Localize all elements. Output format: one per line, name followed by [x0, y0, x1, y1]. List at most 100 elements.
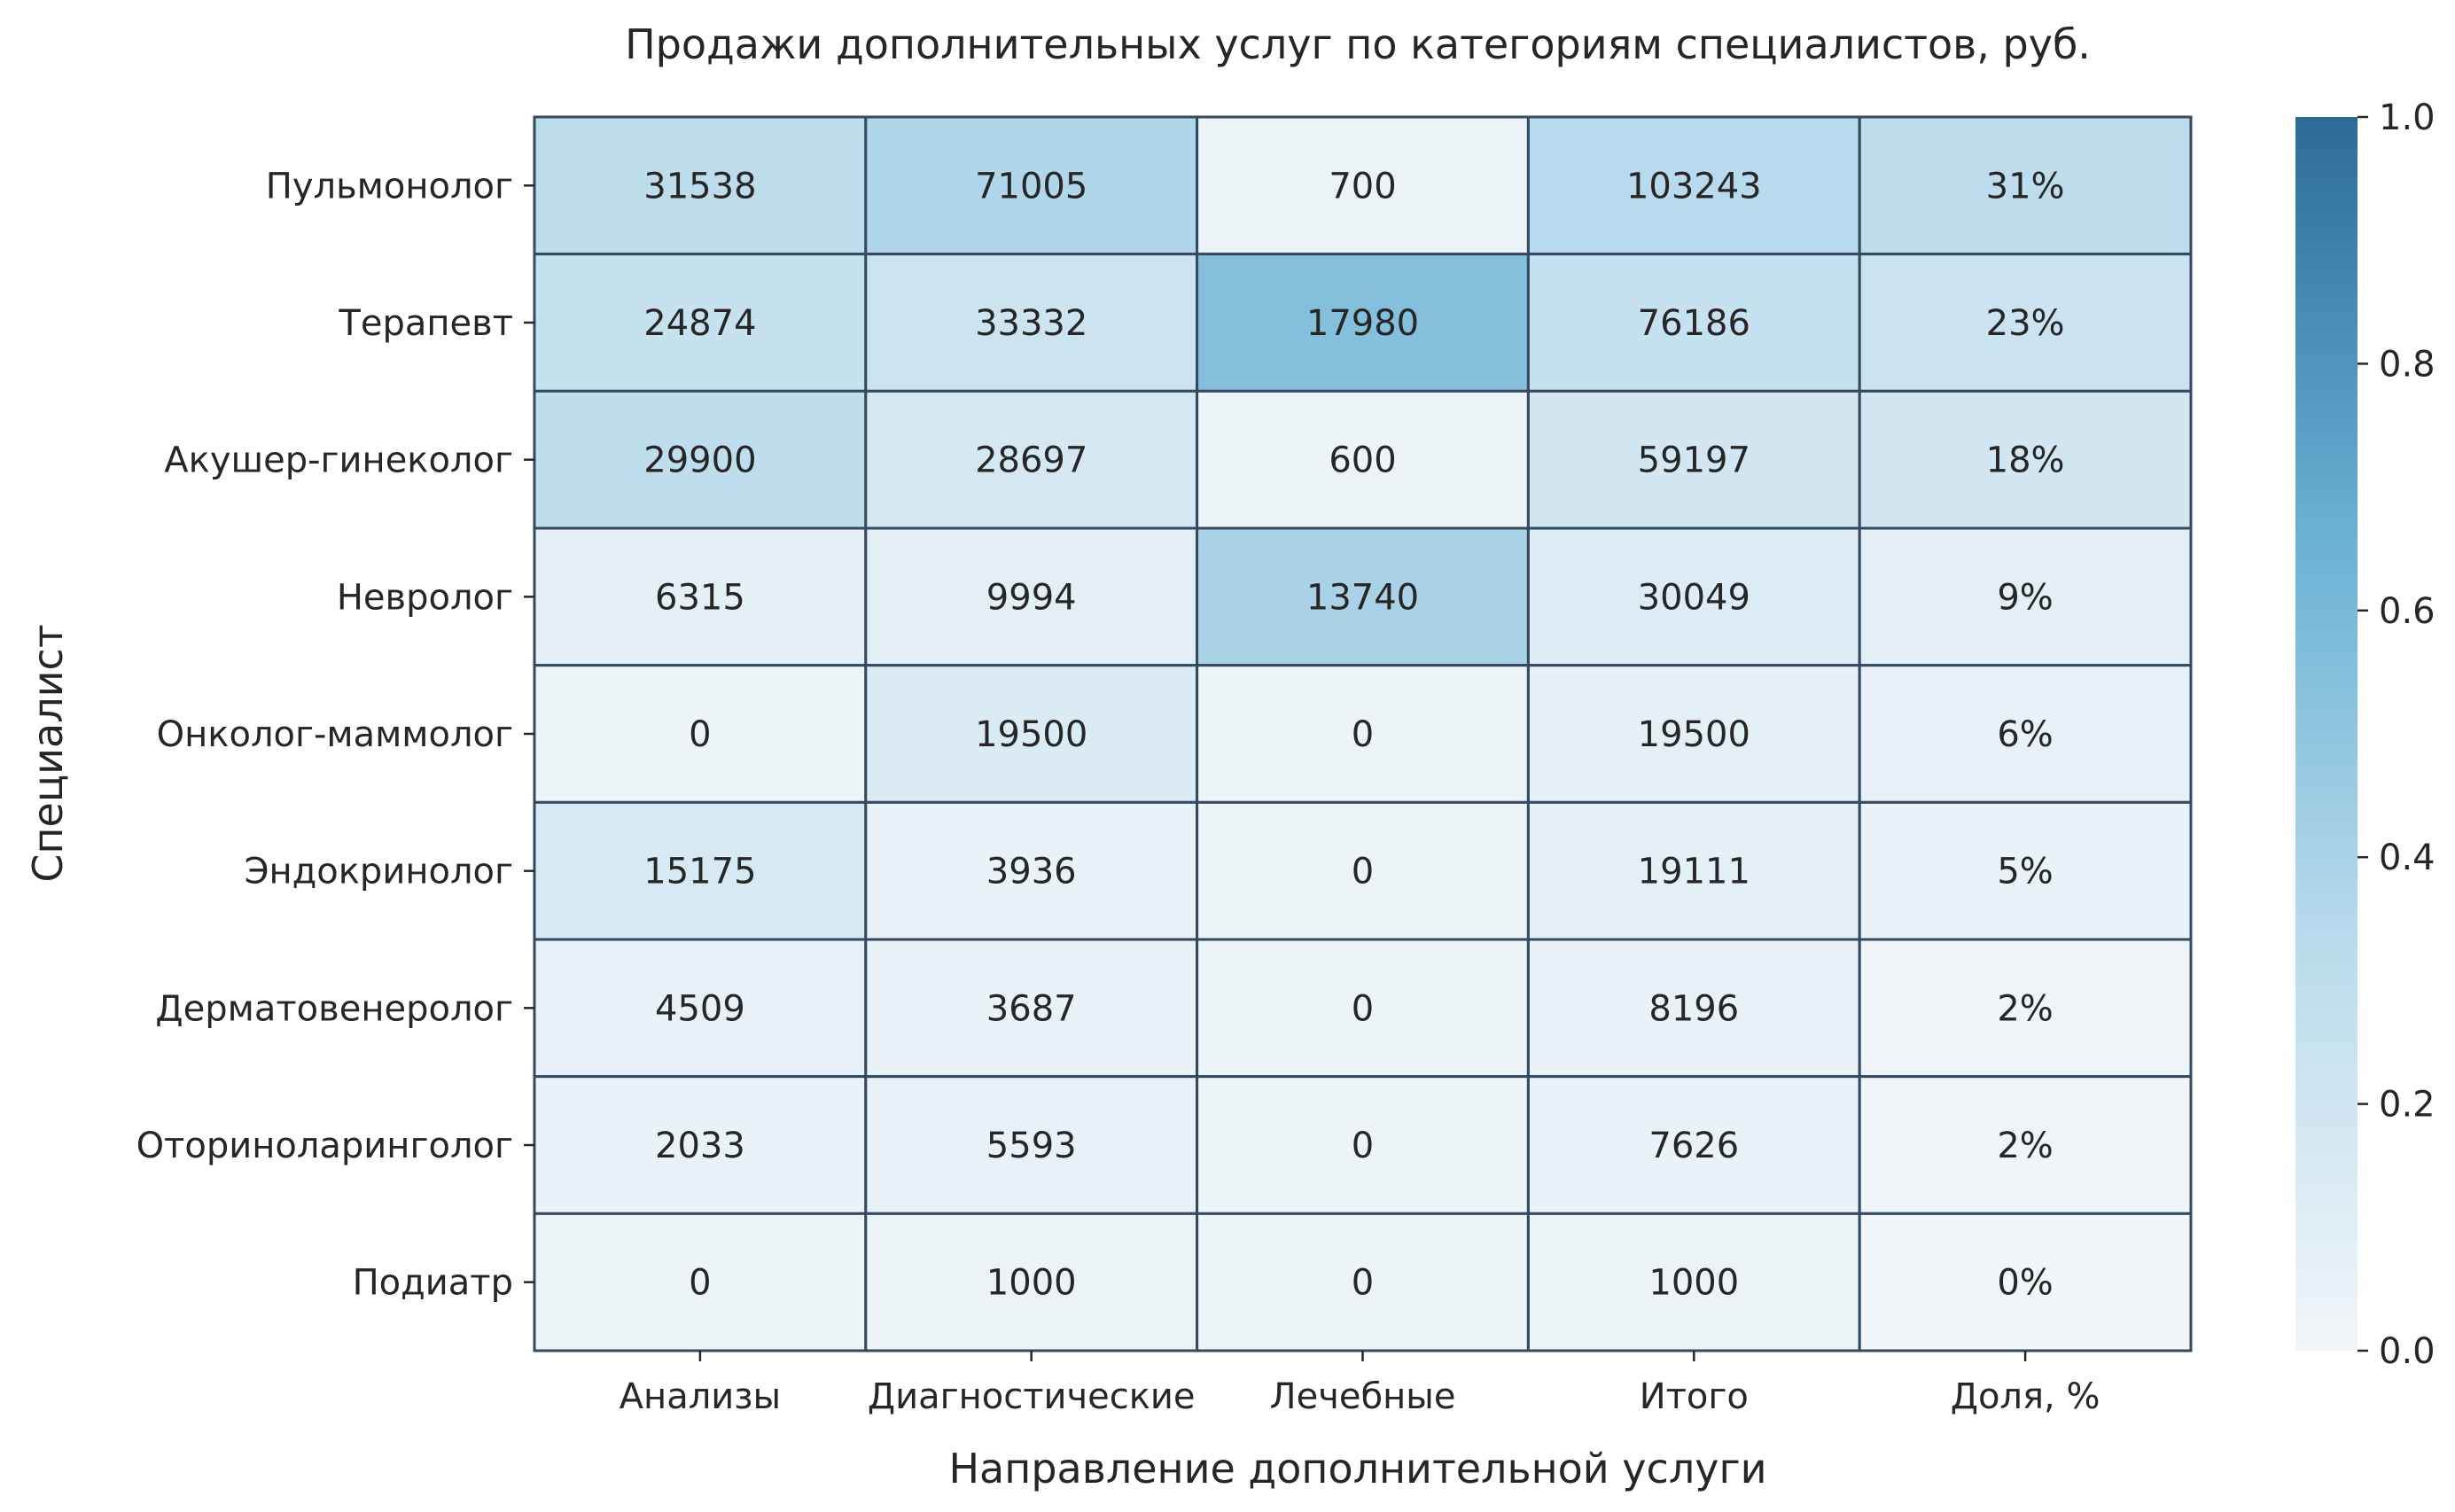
heatmap-cell — [1196, 664, 1530, 804]
x-tick-label: Доля, % — [1951, 1376, 2100, 1417]
cell-value-label: 31538 — [643, 166, 756, 207]
x-tick-label: Диагностические — [868, 1376, 1196, 1417]
cell-value-label: 0 — [1352, 1126, 1374, 1166]
colorbar-tick-label: 0.2 — [2379, 1085, 2436, 1126]
cell-value-label: 3687 — [986, 988, 1077, 1029]
cell-value-label: 5% — [1997, 852, 2053, 892]
cell-value-label: 1000 — [1648, 1263, 1739, 1304]
heatmap-cell — [1858, 389, 2193, 530]
cell-value-label: 0 — [1352, 988, 1374, 1029]
chart-title: Продажи дополнительных услуг по категори… — [625, 20, 2091, 68]
cell-value-label: 28697 — [975, 440, 1087, 481]
heatmap-cell — [533, 253, 868, 393]
cell-value-label: 19111 — [1638, 852, 1750, 892]
cell-value-label: 0% — [1997, 1263, 2053, 1304]
cell-value-label: 2% — [1997, 988, 2053, 1029]
heatmap-cell — [1196, 800, 1530, 941]
heatmap-cell — [533, 938, 868, 1079]
y-tick-label: Акушер-гинеколог — [164, 440, 513, 481]
cell-value-label: 0 — [689, 714, 711, 755]
cell-value-label: 13740 — [1306, 577, 1419, 618]
cell-value-label: 8196 — [1648, 988, 1739, 1029]
heatmap-cell — [864, 526, 1199, 667]
y-tick-label: Эндокринолог — [245, 852, 513, 892]
y-tick-label: Дерматовенеролог — [155, 988, 513, 1029]
cell-value-label: 71005 — [975, 166, 1087, 207]
heatmap-cell — [864, 115, 1199, 256]
heatmap-cell — [533, 115, 868, 256]
x-tick-label: Лечебные — [1270, 1376, 1456, 1417]
x-tick-label: Итого — [1640, 1376, 1749, 1417]
y-tick-label: Невролог — [337, 577, 513, 618]
cell-value-label: 9994 — [986, 577, 1077, 618]
cell-value-label: 7626 — [1648, 1126, 1739, 1166]
cell-value-label: 6315 — [655, 577, 745, 618]
cell-value-label: 6% — [1997, 714, 2053, 755]
heatmap-cell — [1858, 800, 2193, 941]
cell-value-label: 0 — [1352, 714, 1374, 755]
colorbar-tick-label: 0.6 — [2379, 591, 2436, 632]
heatmap-cell — [1858, 664, 2193, 804]
cell-value-label: 17980 — [1306, 303, 1419, 344]
cell-value-label: 31% — [1986, 166, 2065, 207]
heatmap-cell — [1526, 800, 1861, 941]
heatmap-cell — [1526, 1075, 1861, 1215]
cell-value-label: 2% — [1997, 1126, 2053, 1166]
y-tick-label: Пульмонолог — [266, 166, 513, 207]
heatmap-cell — [1858, 253, 2193, 393]
cell-value-label: 0 — [1352, 1263, 1374, 1304]
colorbar-tick-label: 1.0 — [2379, 97, 2436, 138]
x-axis-label: Направление дополнительной услуги — [948, 1445, 1766, 1493]
y-axis-label: Специалист — [24, 624, 72, 882]
heatmap-cell — [864, 664, 1199, 804]
heatmap-cell — [1196, 1075, 1530, 1215]
colorbar-gradient — [2295, 117, 2358, 1351]
heatmap-cell — [533, 1075, 868, 1215]
heatmap-cell — [533, 664, 868, 804]
cell-value-label: 0 — [689, 1263, 711, 1304]
heatmap-cell — [1858, 938, 2193, 1079]
cell-value-label: 76186 — [1638, 303, 1750, 344]
cell-value-label: 33332 — [975, 303, 1087, 344]
heatmap-cell — [1858, 1075, 2193, 1215]
cell-value-label: 30049 — [1638, 577, 1750, 618]
heatmap-cell — [1858, 526, 2193, 667]
heatmap-cell — [1526, 526, 1861, 667]
x-tick-labels: Анализы Диагностические Лечебные Итого Доля,… — [620, 1351, 2100, 1417]
cell-value-label: 600 — [1329, 440, 1396, 481]
heatmap-cell — [864, 1075, 1199, 1215]
cell-value-label: 0 — [1352, 852, 1374, 892]
heatmap-cell — [1196, 253, 1530, 393]
y-tick-label: Терапевт — [338, 303, 513, 344]
cell-value-label: 9% — [1997, 577, 2053, 618]
y-tick-label: Подиатр — [353, 1263, 513, 1304]
colorbar-tick-label: 0.4 — [2379, 838, 2436, 878]
cell-value-label: 4509 — [655, 988, 745, 1029]
cell-value-label: 59197 — [1638, 440, 1750, 481]
heatmap-cell — [864, 1212, 1199, 1352]
cell-value-label: 15175 — [643, 852, 756, 892]
cell-value-label: 24874 — [643, 303, 756, 344]
colorbar-tick-label: 0.8 — [2379, 344, 2436, 385]
y-tick-label: Оториноларинголог — [136, 1126, 513, 1166]
cell-value-label: 5593 — [986, 1126, 1077, 1166]
heatmap-cell — [1196, 526, 1530, 667]
heatmap-cell — [1196, 115, 1530, 256]
cell-value-label: 19500 — [1638, 714, 1750, 755]
cell-value-label: 29900 — [643, 440, 756, 481]
y-tick-label: Онколог-маммолог — [157, 714, 513, 755]
heatmap-cell — [1526, 389, 1861, 530]
cell-value-label: 1000 — [986, 1263, 1077, 1304]
heatmap-cell — [1196, 1212, 1530, 1352]
heatmap-cell — [1858, 1212, 2193, 1352]
heatmap-cell — [1526, 115, 1861, 256]
colorbar: 0.0 0.2 0.4 0.6 0.8 1.0 — [2295, 97, 2436, 1372]
heatmap-cells: 31538 71005 700 103243 31% 24874 33332 17980 761… — [533, 115, 2193, 1352]
y-tick-labels: Пульмонолог Терапевт Акушер-гинеколог Невро… — [136, 166, 534, 1304]
heatmap-cell — [864, 389, 1199, 530]
x-tick-label: Анализы — [620, 1376, 781, 1417]
cell-value-label: 3936 — [986, 852, 1077, 892]
cell-value-label: 23% — [1986, 303, 2065, 344]
heatmap-cell — [1196, 389, 1530, 530]
